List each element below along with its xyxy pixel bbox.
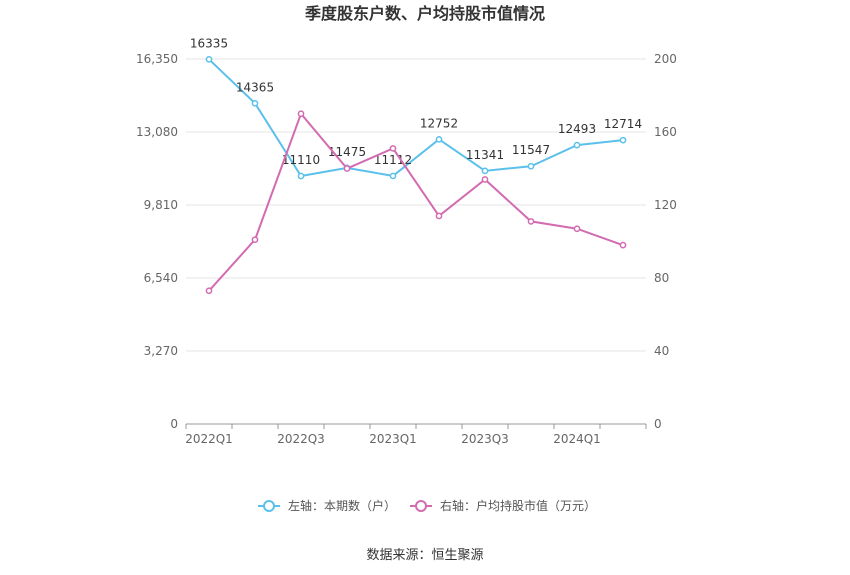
- right-tick-label: 80: [654, 271, 669, 285]
- data-point: [389, 172, 397, 180]
- legend-marker-icon: [415, 500, 427, 512]
- series-line: [208, 111, 624, 292]
- x-tick-label: 2022Q3: [277, 432, 325, 446]
- data-point: [297, 172, 305, 180]
- data-point: [205, 287, 213, 295]
- data-point: [435, 135, 443, 143]
- data-point: [619, 241, 627, 249]
- left-tick-label: 13,080: [136, 125, 178, 139]
- data-point: [481, 176, 489, 183]
- chart-title: 季度股东户数、户均持股市值情况: [304, 4, 545, 23]
- source-note: 数据来源：恒生聚源: [366, 548, 483, 563]
- data-label: 11341: [466, 148, 504, 162]
- legend[interactable]: 左轴：本期数（户） 右轴：户均持股市值（万元）: [258, 498, 596, 513]
- data-point: [343, 165, 351, 172]
- right-tick-label: 120: [654, 198, 677, 212]
- data-label: 12714: [604, 117, 642, 131]
- left-tick-label: 16,350: [136, 52, 178, 66]
- data-point: [297, 110, 305, 118]
- legend-label: 左轴：本期数（户）: [288, 498, 396, 513]
- x-tick-label: 2022Q1: [185, 432, 233, 446]
- left-tick-label: 0: [170, 417, 178, 431]
- x-tick-label: 2024Q1: [553, 432, 601, 446]
- legend-label: 右轴：户均持股市值（万元）: [440, 498, 596, 513]
- left-tick-label: 6,540: [144, 271, 178, 285]
- data-point: [435, 212, 443, 220]
- data-label: 11475: [328, 145, 366, 159]
- data-label: 14365: [236, 80, 274, 94]
- legend-item[interactable]: 左轴：本期数（户）: [258, 498, 396, 513]
- left-tick-label: 3,270: [144, 344, 178, 358]
- data-label: 12493: [558, 122, 596, 136]
- data-point: [573, 141, 581, 149]
- right-tick-label: 200: [654, 52, 677, 66]
- data-label: 12752: [420, 116, 458, 130]
- data-label: 11110: [282, 153, 320, 167]
- grid: [186, 58, 646, 352]
- right-tick-label: 160: [654, 125, 677, 139]
- data-point: [573, 225, 581, 233]
- legend-item[interactable]: 右轴：户均持股市值（万元）: [410, 498, 596, 513]
- data-point: [389, 145, 397, 152]
- data-point: [251, 236, 259, 244]
- axes: 0 0 3,270 40 6,540 80 9,810 120 13,080 160 16,350 2…: [136, 52, 677, 446]
- data-label: 11547: [512, 143, 550, 157]
- data-point: [205, 55, 213, 63]
- left-tick-label: 9,810: [144, 198, 178, 212]
- right-tick-label: 40: [654, 344, 669, 358]
- x-tick-label: 2023Q3: [461, 432, 509, 446]
- data-point: [619, 136, 627, 144]
- data-point: [527, 218, 535, 225]
- right-tick-label: 0: [654, 417, 662, 431]
- data-point: [251, 99, 259, 107]
- data-point: [481, 167, 489, 175]
- legend-marker-icon: [263, 500, 275, 512]
- x-tick-label: 2023Q1: [369, 432, 417, 446]
- series-line: [208, 58, 624, 178]
- data-point: [527, 162, 535, 170]
- data-label: 16335: [190, 36, 228, 50]
